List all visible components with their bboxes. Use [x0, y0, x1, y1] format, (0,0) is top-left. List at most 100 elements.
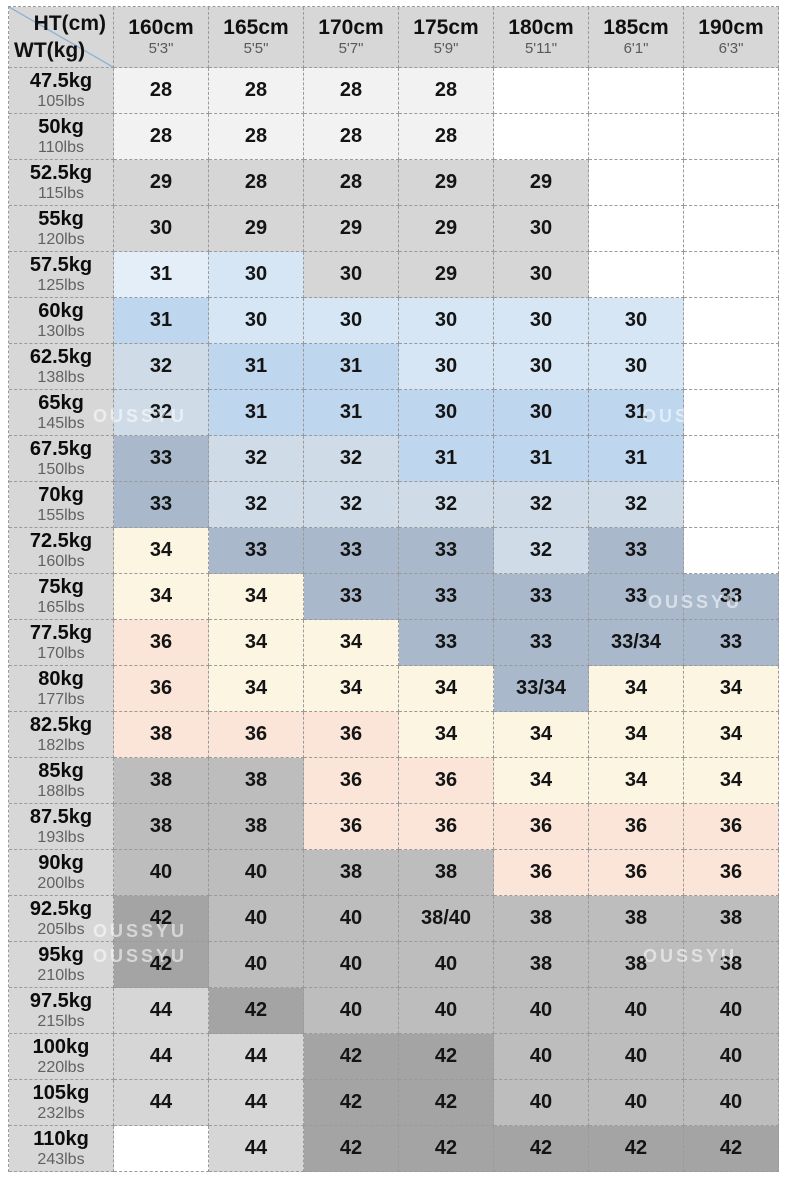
size-cell: 38 — [684, 896, 779, 942]
size-cell: 40 — [589, 988, 684, 1034]
weight-kg-label: 75kg — [38, 576, 84, 599]
weight-kg-label: 62.5kg — [29, 346, 93, 369]
size-cell: 40 — [494, 988, 589, 1034]
size-cell: 36 — [304, 712, 399, 758]
empty-size-cell — [684, 436, 779, 482]
size-cell: 38 — [114, 712, 209, 758]
weight-row-header: 95kg 210lbs — [9, 942, 114, 988]
size-cell: 34 — [399, 712, 494, 758]
size-cell: 42 — [684, 1126, 779, 1172]
weight-lbs-label: 205lbs — [37, 920, 85, 938]
weight-kg-label: 70kg — [38, 484, 84, 507]
size-cell: 40 — [684, 988, 779, 1034]
weight-row-header: 50kg 110lbs — [9, 114, 114, 160]
size-cell: 42 — [304, 1080, 399, 1126]
size-cell: 31 — [209, 390, 304, 436]
weight-kg-label: 60kg — [38, 300, 84, 323]
weight-lbs-label: 145lbs — [37, 414, 85, 432]
size-cell: 42 — [209, 988, 304, 1034]
height-cm-label: 190cm — [698, 16, 764, 40]
weight-lbs-label: 182lbs — [37, 736, 85, 754]
empty-size-cell — [114, 1126, 209, 1172]
size-cell: 32 — [494, 528, 589, 574]
size-cell: 40 — [304, 988, 399, 1034]
size-cell: 38 — [114, 804, 209, 850]
weight-row-header: 65kg 145lbs — [9, 390, 114, 436]
size-cell: 38 — [209, 804, 304, 850]
height-column-header: 185cm 6'1" — [589, 7, 684, 68]
size-cell: 36 — [684, 850, 779, 896]
size-cell: 31 — [589, 436, 684, 482]
size-cell: 33 — [209, 528, 304, 574]
size-cell: 31 — [209, 344, 304, 390]
size-cell: 33 — [684, 620, 779, 666]
size-cell: 30 — [589, 344, 684, 390]
height-column-header: 190cm 6'3" — [684, 7, 779, 68]
size-cell: 34 — [114, 528, 209, 574]
size-cell: 31 — [304, 344, 399, 390]
weight-lbs-label: 193lbs — [37, 828, 85, 846]
size-cell: 34 — [209, 574, 304, 620]
weight-kg-label: 105kg — [32, 1082, 90, 1105]
size-cell: 29 — [399, 206, 494, 252]
size-cell: 28 — [114, 114, 209, 160]
weight-row-header: 105kg 232lbs — [9, 1080, 114, 1126]
weight-lbs-label: 210lbs — [37, 966, 85, 984]
weight-lbs-label: 120lbs — [37, 230, 85, 248]
weight-row-header: 60kg 130lbs — [9, 298, 114, 344]
size-cell: 42 — [494, 1126, 589, 1172]
height-ft-label: 6'3" — [718, 40, 744, 58]
weight-row-header: 75kg 165lbs — [9, 574, 114, 620]
size-cell: 28 — [209, 160, 304, 206]
size-cell: 30 — [494, 390, 589, 436]
height-cm-label: 185cm — [603, 16, 669, 40]
empty-size-cell — [684, 114, 779, 160]
size-cell: 28 — [114, 68, 209, 114]
weight-kg-label: 72.5kg — [29, 530, 93, 553]
size-cell: 28 — [304, 114, 399, 160]
size-cell: 30 — [399, 390, 494, 436]
size-cell: 30 — [494, 252, 589, 298]
size-cell: 34 — [494, 712, 589, 758]
empty-size-cell — [684, 344, 779, 390]
size-cell: 38 — [114, 758, 209, 804]
corner-weight-label: WT(kg) — [14, 39, 86, 62]
weight-lbs-label: 170lbs — [37, 644, 85, 662]
weight-kg-label: 110kg — [33, 1128, 89, 1151]
size-cell: 42 — [399, 1034, 494, 1080]
weight-row-header: 110kg 243lbs — [9, 1126, 114, 1172]
size-cell: 36 — [399, 804, 494, 850]
size-cell: 33 — [494, 574, 589, 620]
size-cell: 32 — [209, 482, 304, 528]
size-cell: 33 — [114, 436, 209, 482]
weight-lbs-label: 115lbs — [38, 184, 84, 202]
size-cell: 28 — [304, 160, 399, 206]
size-cell: 42 — [399, 1126, 494, 1172]
size-cell: 44 — [209, 1034, 304, 1080]
size-cell: 33 — [399, 574, 494, 620]
empty-size-cell — [684, 390, 779, 436]
weight-kg-label: 87.5kg — [29, 806, 93, 829]
empty-size-cell — [684, 160, 779, 206]
size-cell: 28 — [209, 114, 304, 160]
size-cell: 33/34 — [494, 666, 589, 712]
size-cell: 28 — [399, 68, 494, 114]
weight-lbs-label: 130lbs — [37, 322, 85, 340]
size-cell: 42 — [114, 942, 209, 988]
weight-kg-label: 65kg — [38, 392, 84, 415]
size-cell: 33/34 — [589, 620, 684, 666]
corner-header-cell: HT(cm) WT(kg) — [9, 7, 114, 68]
size-cell: 36 — [589, 850, 684, 896]
weight-row-header: 97.5kg 215lbs — [9, 988, 114, 1034]
size-cell: 32 — [399, 482, 494, 528]
weight-lbs-label: 125lbs — [37, 276, 85, 294]
weight-lbs-label: 232lbs — [37, 1104, 85, 1122]
size-cell: 40 — [494, 1034, 589, 1080]
size-cell: 40 — [684, 1034, 779, 1080]
weight-kg-label: 90kg — [38, 852, 84, 875]
weight-lbs-label: 220lbs — [37, 1058, 85, 1076]
weight-lbs-label: 215lbs — [37, 1012, 85, 1030]
size-cell: 33 — [589, 528, 684, 574]
size-cell: 34 — [589, 666, 684, 712]
size-cell: 40 — [494, 1080, 589, 1126]
